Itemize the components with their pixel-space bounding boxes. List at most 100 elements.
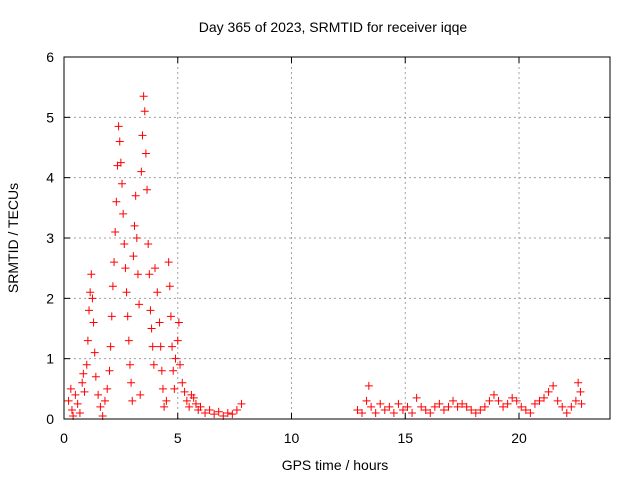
data-point-marker xyxy=(132,234,141,242)
data-point-marker xyxy=(191,399,200,408)
data-point-marker xyxy=(394,399,403,408)
data-point-marker xyxy=(145,270,154,279)
data-point-marker xyxy=(553,396,562,405)
data-point-marker xyxy=(168,342,177,351)
x-tick-label: 10 xyxy=(284,430,300,446)
data-point-marker xyxy=(160,402,169,411)
data-point-marker xyxy=(127,378,136,387)
y-tick-label: 6 xyxy=(46,49,54,65)
data-point-marker xyxy=(170,384,179,393)
data-point-marker xyxy=(205,405,214,414)
data-point-marker xyxy=(467,405,476,414)
data-point-marker xyxy=(189,393,198,402)
data-point-marker xyxy=(106,342,115,351)
data-point-marker xyxy=(124,336,133,345)
data-point-marker xyxy=(148,342,157,351)
data-point-marker xyxy=(485,396,494,405)
data-point-marker xyxy=(169,366,178,375)
data-point-marker xyxy=(458,399,467,408)
data-point-marker xyxy=(157,366,166,375)
data-point-marker xyxy=(83,336,92,345)
data-point-marker xyxy=(158,384,167,393)
data-point-marker xyxy=(146,306,155,315)
data-point-marker xyxy=(574,378,583,387)
y-tick-label: 2 xyxy=(46,290,54,306)
data-point-marker xyxy=(71,390,80,399)
data-point-marker xyxy=(166,312,175,321)
data-point-marker xyxy=(108,282,117,291)
data-point-marker xyxy=(129,252,138,261)
data-point-marker xyxy=(178,378,187,387)
data-point-marker xyxy=(499,402,508,411)
data-point-marker xyxy=(453,402,462,411)
data-point-marker xyxy=(156,342,165,351)
data-point-marker xyxy=(82,360,91,369)
data-point-marker xyxy=(162,396,171,405)
data-point-marker xyxy=(408,408,417,417)
data-point-marker xyxy=(171,354,180,363)
x-tick-label: 20 xyxy=(511,430,527,446)
data-point-marker xyxy=(149,360,158,369)
data-point-marker xyxy=(376,399,385,408)
data-point-marker xyxy=(120,240,129,249)
data-point-marker xyxy=(449,396,458,405)
data-point-marker xyxy=(444,402,453,411)
data-point-marker xyxy=(89,318,98,327)
data-point-marker xyxy=(136,390,145,399)
data-point-marker xyxy=(123,312,132,321)
data-point-marker xyxy=(144,240,153,249)
data-point-marker xyxy=(80,387,89,396)
data-point-marker xyxy=(512,396,521,405)
data-point-marker xyxy=(174,318,183,327)
data-point-marker xyxy=(139,92,148,101)
data-point-marker xyxy=(358,408,367,417)
data-point-marker xyxy=(367,402,376,411)
axis-ticks: 0 5 10 15 20 0 1 2 3 4 5 6 xyxy=(46,49,610,446)
data-point-marker xyxy=(119,209,128,218)
data-point-marker xyxy=(526,408,535,417)
data-point-marker xyxy=(137,167,146,176)
data-point-marker xyxy=(121,264,130,273)
data-point-marker xyxy=(78,378,87,387)
data-point-marker xyxy=(214,407,223,416)
data-point-marker xyxy=(389,408,398,417)
data-point-marker xyxy=(371,408,380,417)
data-point-marker xyxy=(201,408,210,417)
data-point-marker xyxy=(155,318,164,327)
data-point-marker xyxy=(110,258,119,267)
data-point-marker xyxy=(571,396,580,405)
data-point-marker xyxy=(85,306,94,315)
x-axis-label: GPS time / hours xyxy=(282,457,389,473)
data-point-marker xyxy=(232,405,241,414)
data-point-marker xyxy=(430,402,439,411)
data-point-marker xyxy=(489,390,498,399)
data-point-marker xyxy=(549,381,558,390)
data-point-marker xyxy=(128,396,137,405)
data-point-marker xyxy=(237,399,246,408)
data-point-marker xyxy=(165,282,174,291)
data-point-marker xyxy=(353,405,362,414)
data-point-marker xyxy=(562,408,571,417)
data-point-marker xyxy=(131,191,140,200)
data-point-marker xyxy=(210,410,219,419)
data-point-marker xyxy=(471,408,480,417)
data-point-marker xyxy=(105,366,114,375)
data-point-marker xyxy=(173,336,182,345)
data-point-marker xyxy=(79,369,88,378)
data-point-marker xyxy=(141,149,150,158)
data-point-marker xyxy=(476,405,485,414)
data-point-marker xyxy=(385,402,394,411)
data-point-marker xyxy=(577,399,586,408)
data-point-marker xyxy=(417,402,426,411)
data-point-marker xyxy=(362,396,371,405)
data-point-marker xyxy=(90,348,99,357)
data-point-marker xyxy=(115,137,124,146)
data-point-marker xyxy=(116,158,125,167)
data-point-marker xyxy=(133,270,142,279)
data-point-marker xyxy=(130,221,139,230)
data-point-marker xyxy=(176,360,185,369)
data-point-marker xyxy=(558,402,567,411)
data-point-marker xyxy=(107,312,116,321)
data-point-marker xyxy=(494,396,503,405)
